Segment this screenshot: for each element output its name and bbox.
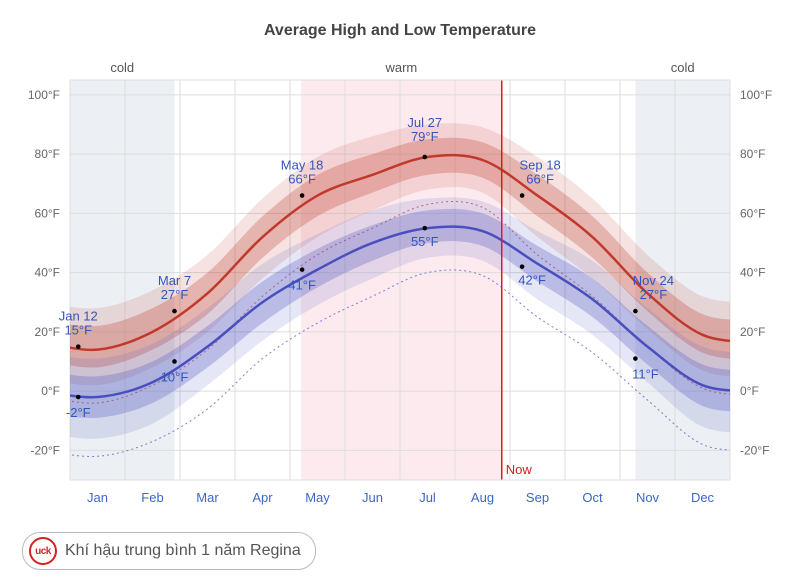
caption-bar: uck Khí hậu trung bình 1 năm Regina — [22, 532, 316, 570]
svg-text:0°F: 0°F — [740, 384, 759, 398]
source-icon: uck — [29, 537, 57, 565]
svg-text:-2°F: -2°F — [66, 405, 91, 420]
svg-text:42°F: 42°F — [518, 273, 546, 288]
svg-text:Aug: Aug — [471, 490, 494, 505]
svg-text:100°F: 100°F — [740, 88, 772, 102]
svg-text:60°F: 60°F — [740, 206, 765, 220]
svg-text:66°F: 66°F — [526, 172, 554, 187]
svg-text:-20°F: -20°F — [740, 443, 769, 457]
svg-text:Jan: Jan — [87, 490, 108, 505]
svg-text:20°F: 20°F — [740, 325, 765, 339]
temperature-chart: Average High and Low Temperature cold war… — [0, 0, 800, 530]
svg-text:80°F: 80°F — [740, 147, 765, 161]
svg-text:Apr: Apr — [252, 490, 273, 505]
svg-text:10°F: 10°F — [161, 369, 189, 384]
svg-text:40°F: 40°F — [35, 266, 60, 280]
svg-text:Feb: Feb — [141, 490, 163, 505]
svg-text:May: May — [305, 490, 330, 505]
svg-text:warm: warm — [384, 60, 417, 75]
svg-text:100°F: 100°F — [28, 88, 60, 102]
svg-text:Jun: Jun — [362, 490, 383, 505]
svg-text:Jan 12: Jan 12 — [59, 309, 98, 324]
svg-text:40°F: 40°F — [740, 266, 765, 280]
svg-text:20°F: 20°F — [35, 325, 60, 339]
svg-text:Nov: Nov — [636, 490, 660, 505]
svg-text:Mar: Mar — [196, 490, 219, 505]
svg-text:0°F: 0°F — [41, 384, 60, 398]
svg-text:15°F: 15°F — [64, 323, 92, 338]
svg-text:Sep: Sep — [526, 490, 549, 505]
svg-text:66°F: 66°F — [288, 172, 316, 187]
svg-text:79°F: 79°F — [411, 129, 439, 144]
svg-text:Jul 27: Jul 27 — [407, 115, 442, 130]
svg-text:41°F: 41°F — [288, 278, 316, 293]
svg-text:11°F: 11°F — [632, 367, 659, 382]
svg-text:May 18: May 18 — [281, 158, 324, 173]
svg-text:Sep 18: Sep 18 — [519, 158, 560, 173]
svg-text:cold: cold — [671, 60, 695, 75]
svg-text:Dec: Dec — [691, 490, 715, 505]
svg-text:Jul: Jul — [419, 490, 436, 505]
chart-svg: cold warm cold -20°F -20°F 0°F 0°F 20°F 20°F 40°F… — [0, 0, 800, 530]
svg-text:55°F: 55°F — [411, 234, 439, 249]
svg-text:Oct: Oct — [582, 490, 603, 505]
svg-text:60°F: 60°F — [35, 206, 60, 220]
chart-title: Average High and Low Temperature — [0, 22, 800, 40]
svg-text:Nov 24: Nov 24 — [633, 273, 674, 288]
caption-text: Khí hậu trung bình 1 năm Regina — [65, 542, 301, 560]
svg-text:27°F: 27°F — [161, 287, 189, 302]
svg-text:27°F: 27°F — [640, 287, 668, 302]
svg-text:Mar 7: Mar 7 — [158, 273, 191, 288]
svg-text:cold: cold — [110, 60, 134, 75]
svg-text:-20°F: -20°F — [31, 443, 60, 457]
svg-text:Now: Now — [506, 462, 533, 477]
svg-text:80°F: 80°F — [35, 147, 60, 161]
